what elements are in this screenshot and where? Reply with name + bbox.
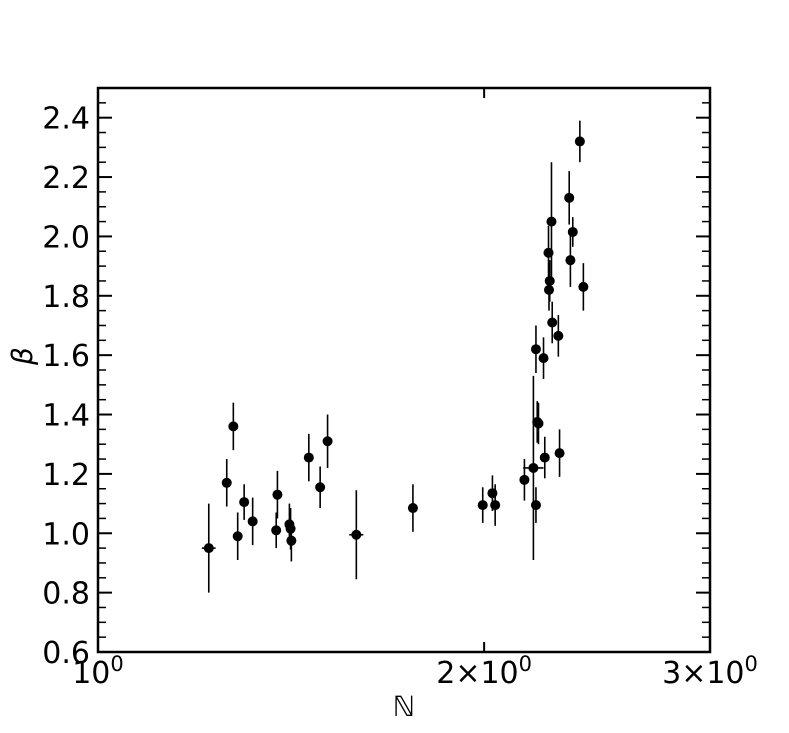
data-point: [228, 402, 239, 451]
y-tick-label: 1.2: [42, 458, 90, 493]
point-marker: [272, 489, 283, 500]
point-marker: [539, 452, 550, 463]
axis-ticks: [97, 87, 711, 653]
x-tick-label: 3×100: [662, 652, 758, 691]
data-point: [239, 484, 250, 520]
data-point: [407, 484, 418, 532]
x-axis-label: ℕ: [393, 690, 415, 723]
point-marker: [554, 448, 565, 459]
y-tick-label: 0.8: [42, 577, 90, 612]
point-marker: [564, 192, 575, 203]
point-marker: [553, 330, 564, 341]
point-marker: [271, 525, 282, 536]
point-marker: [578, 281, 589, 292]
point-marker: [490, 500, 501, 511]
data-point: [315, 466, 326, 509]
data-point: [544, 260, 555, 302]
point-marker: [228, 421, 239, 432]
point-marker: [315, 482, 326, 493]
point-marker: [247, 516, 258, 527]
data-point: [286, 519, 297, 562]
y-tick-label: 0.6: [42, 636, 90, 671]
x-tick-label: 2×100: [436, 652, 532, 691]
point-marker: [351, 529, 362, 540]
point-marker: [232, 531, 243, 542]
point-marker: [286, 535, 297, 546]
point-marker: [477, 500, 488, 511]
data-point: [530, 325, 541, 373]
point-marker: [546, 216, 557, 227]
point-marker: [239, 497, 250, 508]
data-point: [565, 233, 576, 287]
data-point: [523, 375, 544, 560]
point-marker: [203, 543, 214, 554]
data-points: [201, 120, 589, 593]
point-marker: [519, 474, 530, 485]
point-marker: [574, 136, 585, 147]
data-point: [539, 436, 550, 479]
data-point: [221, 459, 232, 507]
data-point: [303, 433, 314, 482]
y-tick-label: 2.4: [42, 102, 90, 137]
data-point: [574, 120, 585, 163]
point-marker: [303, 452, 314, 463]
data-point: [533, 402, 544, 445]
data-point: [490, 484, 501, 526]
data-point: [349, 490, 364, 580]
y-tick-label: 1.8: [42, 280, 90, 315]
data-point: [247, 497, 258, 546]
data-point: [538, 337, 549, 379]
data-point: [519, 459, 530, 501]
point-marker: [547, 317, 558, 328]
plot-frame: [96, 86, 712, 654]
data-point: [553, 315, 564, 357]
data-point: [564, 171, 575, 225]
point-marker: [407, 503, 418, 514]
point-marker: [533, 418, 544, 429]
point-marker: [530, 344, 541, 355]
y-tick-label: 1.0: [42, 517, 90, 552]
y-tick-label: 1.6: [42, 339, 90, 374]
y-tick-label: 2.0: [42, 220, 90, 255]
point-marker: [544, 275, 555, 286]
point-marker: [567, 226, 578, 237]
data-point: [201, 503, 216, 593]
tick-labels: 0.6 0.8 1.0 1.2 1.4 1.6 1.8 2.0 2.2 2.4 100 2×100 3×…: [42, 102, 758, 691]
point-marker: [528, 462, 539, 473]
y-tick-label: 2.2: [42, 161, 90, 196]
data-point: [272, 470, 283, 519]
point-marker: [221, 477, 232, 488]
data-point: [547, 301, 558, 344]
data-point: [477, 487, 488, 523]
data-point: [530, 487, 541, 523]
data-point: [322, 414, 333, 468]
data-point: [567, 217, 578, 247]
data-point: [546, 162, 557, 281]
y-tick-label: 1.4: [42, 399, 90, 434]
point-marker: [565, 255, 576, 266]
data-point: [578, 263, 589, 311]
point-marker: [538, 353, 549, 364]
y-axis-label: β: [6, 347, 39, 366]
data-point: [232, 512, 243, 560]
point-marker: [322, 436, 333, 447]
point-marker: [530, 500, 541, 511]
data-point: [554, 429, 565, 477]
x-tick-label: 100: [72, 652, 124, 691]
data-point: [271, 512, 282, 549]
